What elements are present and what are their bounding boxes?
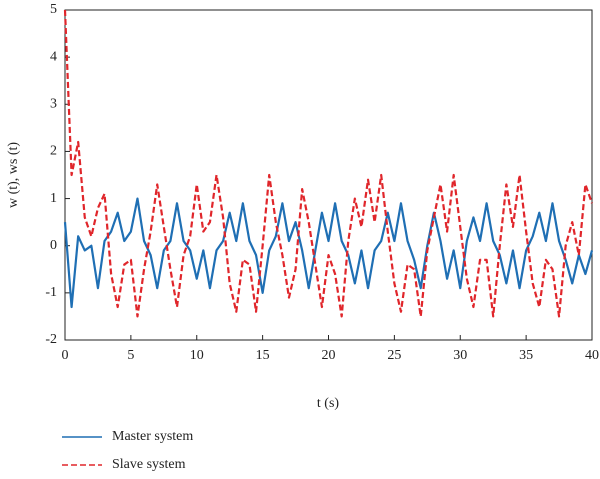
y-tick-label: 1 (50, 191, 57, 206)
series-line (63, 197, 594, 309)
y-tick-label: -1 (45, 285, 57, 300)
x-tick-label: 30 (453, 348, 467, 363)
x-tick-label: 35 (519, 348, 533, 363)
legend-label: Slave system (112, 457, 186, 472)
x-tick-label: 5 (127, 348, 134, 363)
y-axis-label: w (t), ws (t) (6, 142, 21, 208)
y-tick-label: -2 (45, 332, 57, 347)
legend-label: Master system (112, 429, 193, 444)
series-line (63, 9, 594, 318)
y-tick-label: 2 (50, 144, 57, 159)
x-tick-label: 15 (256, 348, 270, 363)
x-axis-label: t (s) (317, 396, 340, 411)
x-tick-label: 20 (322, 348, 336, 363)
y-tick-label: 0 (50, 238, 57, 253)
y-tick-label: 3 (50, 97, 57, 112)
y-tick-label: 4 (50, 49, 57, 64)
plot-frame (64, 9, 593, 341)
x-tick-label: 0 (62, 348, 69, 363)
x-tick-label: 40 (585, 348, 599, 363)
x-tick-label: 25 (387, 348, 401, 363)
x-tick-label: 10 (190, 348, 204, 363)
y-tick-label: 5 (50, 2, 57, 17)
